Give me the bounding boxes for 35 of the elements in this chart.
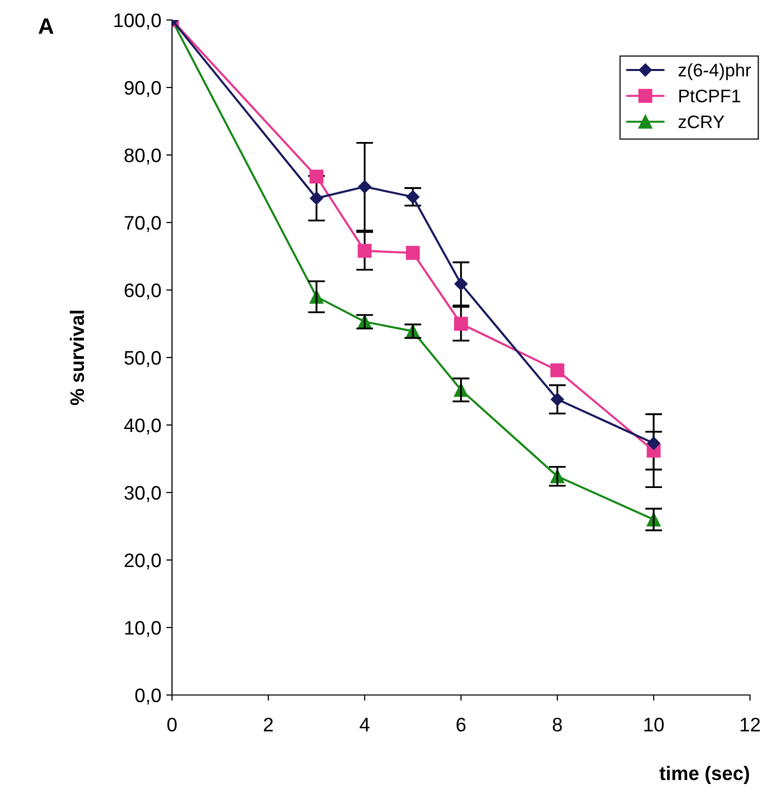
y-tick-label: 80,0 (124, 148, 161, 165)
x-tick-label: 2 (264, 718, 273, 732)
y-tick-label: 60,0 (124, 283, 161, 300)
point (310, 170, 324, 184)
x-tick-label: 12 (740, 718, 760, 732)
x-tick-label: 4 (360, 718, 370, 732)
y-tick-label: 100,0 (114, 13, 161, 30)
point (454, 316, 468, 331)
x-axis-title: time (sec) (659, 766, 750, 784)
point (550, 392, 564, 406)
point (406, 190, 420, 204)
point (406, 246, 420, 260)
legend-label: z(6-4)phr (678, 63, 751, 80)
y-tick-label: 0,0 (135, 688, 161, 705)
y-tick-label: 40,0 (124, 418, 161, 435)
y-tick-label: 70,0 (124, 216, 161, 232)
legend-label: zCRY (678, 115, 724, 128)
legend-label: PtCPF1 (679, 90, 740, 102)
point (358, 180, 372, 194)
point (358, 244, 372, 258)
y-axis-title: % survival (70, 310, 84, 406)
y-tick-label: 50,0 (124, 350, 161, 368)
x-tick-label: 6 (456, 718, 466, 732)
y-tick-label: 20,0 (124, 553, 161, 570)
y-tick-label: 10,0 (125, 620, 161, 638)
x-tick-label: 8 (552, 718, 562, 732)
y-tick-label: 30,0 (124, 486, 161, 502)
x-tick-label: 10 (644, 718, 664, 732)
point (647, 436, 660, 450)
point (550, 363, 564, 378)
point (454, 277, 468, 291)
text: A (38, 18, 54, 34)
y-tick-label: 90,0 (124, 80, 161, 98)
x-tick-label: 0 (167, 718, 177, 732)
point (310, 192, 324, 205)
